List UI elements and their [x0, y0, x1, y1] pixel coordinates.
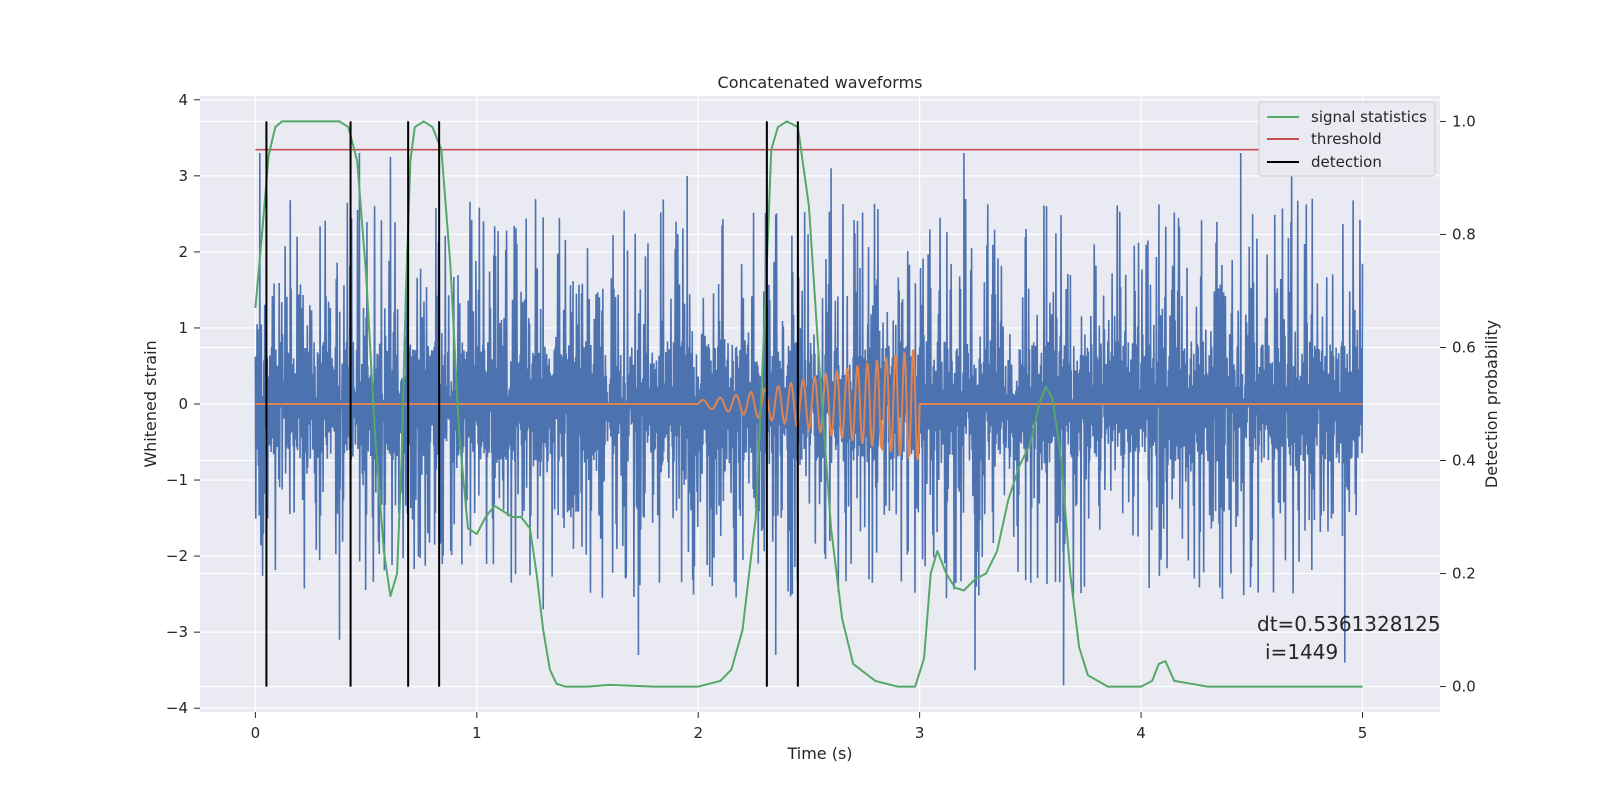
y-tick-label-left: 1 — [178, 319, 188, 337]
x-axis-label: Time (s) — [786, 744, 852, 763]
y-axis-label-right: Detection probability — [1482, 320, 1501, 488]
y-tick-label-left: −4 — [166, 699, 188, 717]
x-tick-label: 2 — [693, 724, 703, 742]
x-tick-label: 4 — [1136, 724, 1146, 742]
annotation-i: i=1449 — [1265, 640, 1338, 664]
y-tick-label-left: −2 — [166, 547, 188, 565]
legend-box — [1258, 101, 1436, 177]
y-tick-label-right: 0.6 — [1452, 338, 1476, 356]
x-tick-label: 3 — [915, 724, 925, 742]
legend-label-signal-statistics: signal statistics — [1311, 108, 1427, 126]
series-layer — [254, 120, 1364, 688]
y-ticks-left: 4 3 2 1 0 −1 −2 −3 −4 — [166, 91, 200, 717]
y-tick-label-left: 2 — [178, 243, 188, 261]
y-tick-label-right: 1.0 — [1452, 112, 1476, 130]
y-tick-label-right: 0.8 — [1452, 225, 1476, 243]
chart-title: Concatenated waveforms — [718, 73, 923, 92]
legend: signal statistics threshold detection — [1258, 101, 1436, 177]
legend-label-detection: detection — [1311, 153, 1382, 171]
y-tick-label-left: 4 — [178, 91, 188, 109]
y-tick-label-left: 3 — [178, 167, 188, 185]
y-tick-label-right: 0.4 — [1452, 452, 1476, 470]
x-tick-label: 1 — [472, 724, 482, 742]
x-tick-label: 5 — [1358, 724, 1368, 742]
y-tick-label-left: −1 — [166, 471, 188, 489]
y-axis-label-left: Whitened strain — [141, 340, 160, 467]
series-line-signal-statistics — [254, 120, 1363, 688]
y-tick-label-left: 0 — [178, 395, 188, 413]
x-ticks: 0 1 2 3 4 5 — [251, 712, 1368, 742]
y-tick-label-right: 0.0 — [1452, 678, 1476, 696]
x-tick-label: 0 — [251, 724, 261, 742]
legend-label-threshold: threshold — [1311, 130, 1382, 148]
y-ticks-right: 1.0 0.8 0.6 0.4 0.2 0.0 — [1440, 112, 1476, 696]
annotation-dt: dt=0.5361328125 — [1257, 612, 1441, 636]
y-tick-label-right: 0.2 — [1452, 565, 1476, 583]
y-tick-label-left: −3 — [166, 623, 188, 641]
